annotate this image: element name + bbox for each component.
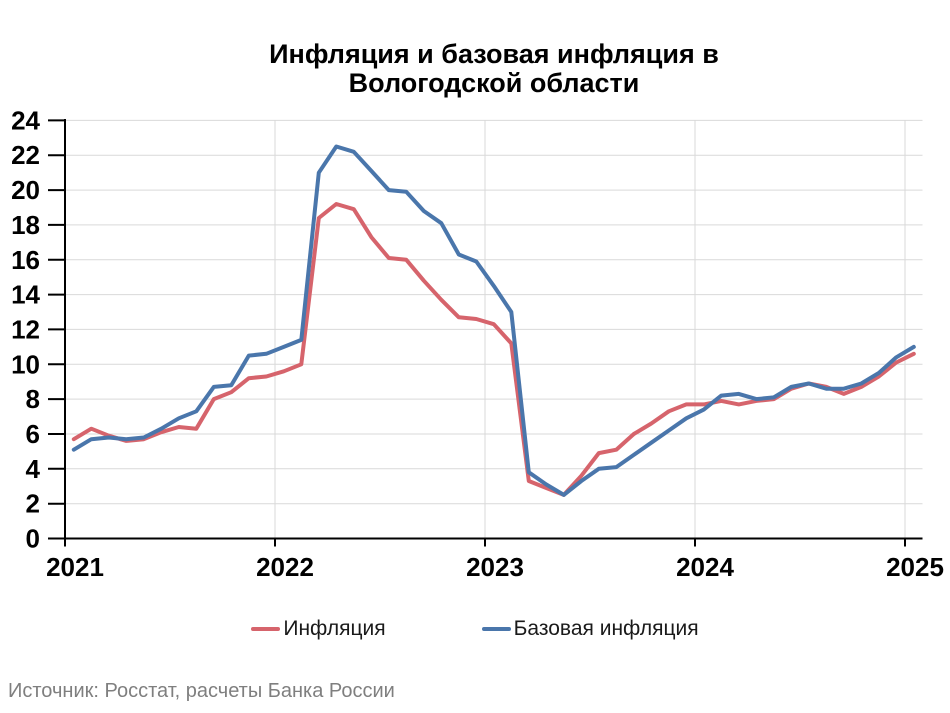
core-inflation-line: [71, 144, 916, 497]
x-axis-tick-label: 2022: [256, 552, 314, 582]
chart-title-line-2: Вологодской области: [348, 68, 640, 98]
inflation-line: [71, 202, 916, 497]
y-axis-tick-label: 12: [11, 314, 40, 344]
legend-item-core-inflation: Базовая инфляция: [481, 617, 699, 641]
y-axis-tick-label: 14: [11, 280, 40, 310]
core-inflation-legend-marker-icon: [481, 627, 511, 631]
chart-title: Инфляция и базовая инфляция в Вологодско…: [65, 40, 923, 98]
chart-legend: Инфляция Базовая инфляция: [0, 614, 950, 644]
x-axis-tick-label: 2024: [676, 552, 734, 582]
y-axis-tick-label: 8: [26, 384, 40, 414]
legend-label-core-inflation: Базовая инфляция: [513, 617, 699, 640]
y-axis-tick-label: 0: [26, 524, 40, 554]
source-note: Источник: Росстат, расчеты Банка России: [8, 680, 395, 702]
inflation-legend-marker-icon: [251, 627, 281, 631]
y-axis-tick-label: 24: [11, 105, 40, 135]
y-axis-tick-label: 20: [11, 175, 40, 205]
y-axis-tick-label: 2: [26, 489, 40, 519]
legend-item-inflation: Инфляция: [251, 617, 386, 641]
x-axis-tick-label: 2025: [886, 552, 944, 582]
x-axis-tick-label: 2023: [466, 552, 524, 582]
y-axis-tick-label: 10: [11, 349, 40, 379]
chart-title-line-1: Инфляция и базовая инфляция в: [269, 39, 719, 69]
y-axis-tick-label: 4: [26, 454, 41, 484]
y-axis-tick-label: 18: [11, 210, 40, 240]
y-axis-tick-label: 6: [26, 419, 40, 449]
legend-label-inflation: Инфляция: [283, 617, 386, 640]
y-axis-tick-label: 22: [11, 140, 40, 170]
x-axis-tick-label: 2021: [46, 552, 104, 582]
y-axis-tick-label: 16: [11, 245, 40, 275]
